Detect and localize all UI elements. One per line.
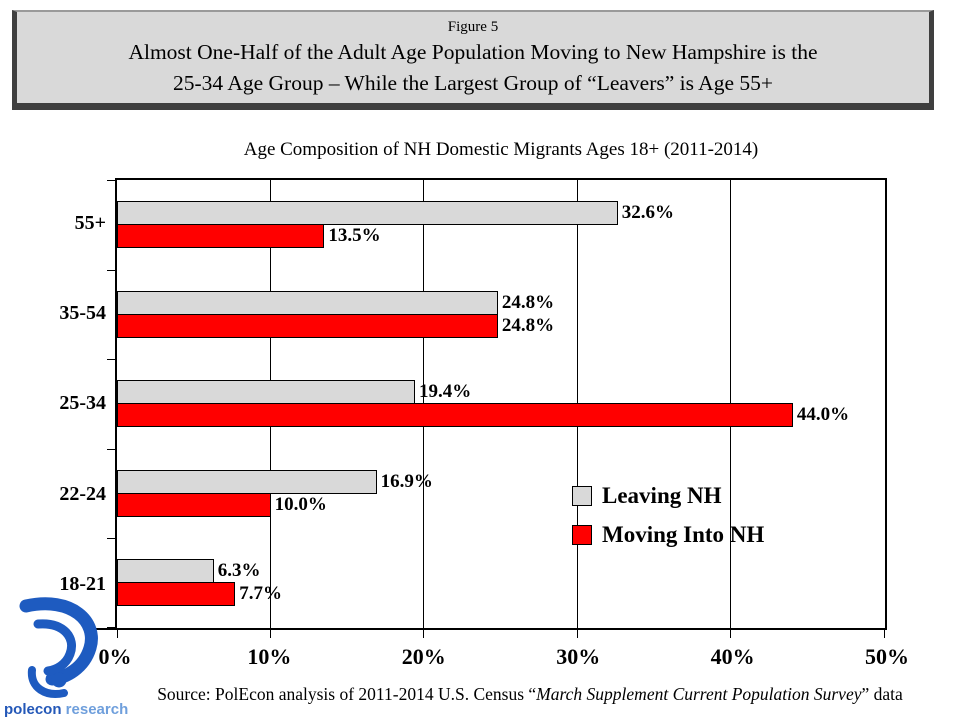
- x-axis-extension: [89, 628, 117, 630]
- y-axis-tick: [107, 269, 115, 271]
- bar-moving-into-nh: 13.5%: [117, 224, 381, 248]
- category-band: 24.8% 24.8%: [117, 270, 885, 360]
- slide-title-line1: Almost One-Half of the Adult Age Populat…: [128, 40, 818, 64]
- y-axis-label: 22-24: [59, 482, 106, 505]
- polecon-swoosh-icon: [19, 597, 98, 698]
- y-axis-tick: [107, 180, 115, 181]
- source-text-italic: March Supplement Current Population Surv…: [536, 684, 862, 704]
- x-axis-tick: [576, 630, 578, 638]
- x-axis-label: 20%: [401, 644, 446, 669]
- legend-swatch-moving-into-nh: [572, 525, 592, 545]
- figure-label: Figure 5: [447, 19, 499, 35]
- x-axis-tick: [423, 630, 425, 638]
- x-axis-tick: [269, 630, 271, 638]
- x-axis-label: 30%: [556, 644, 601, 669]
- bar-pair: 32.6% 13.5%: [117, 180, 885, 248]
- slide-title-line2: 25-34 Age Group – While the Largest Grou…: [172, 70, 774, 95]
- bar-leaving-nh: 19.4%: [117, 380, 471, 405]
- bar-leaving-nh: 32.6%: [117, 201, 674, 225]
- category-band: 16.9% 10.0%: [117, 449, 885, 539]
- title-box: Figure 5 Almost One-Half of the Adult Ag…: [12, 10, 934, 110]
- legend-swatch-leaving-nh: [572, 486, 592, 506]
- legend: Leaving NH Moving Into NH: [572, 483, 764, 561]
- legend-item-moving-into-nh: Moving Into NH: [572, 522, 764, 548]
- bar-pair: 19.4% 44.0%: [117, 359, 885, 428]
- y-axis-tick: [107, 448, 115, 450]
- polecon-logo-text: polecon research: [4, 701, 128, 718]
- x-axis-tick: [730, 630, 732, 638]
- y-axis-label: 25-34: [59, 392, 106, 415]
- bar-moving-into-nh: 7.7%: [117, 582, 282, 607]
- logo-text-research: research: [61, 701, 129, 718]
- category-band: 32.6% 13.5%: [117, 180, 885, 270]
- bar-leaving-nh: 24.8%: [117, 290, 554, 315]
- legend-label-moving-into-nh: Moving Into NH: [602, 522, 765, 547]
- legend-label-leaving-nh: Leaving NH: [602, 483, 722, 508]
- bar-value-label: 13.5%: [328, 225, 381, 246]
- slide-title: Almost One-Half of the Adult Age Populat…: [17, 37, 929, 98]
- x-axis-label: 0%: [98, 644, 132, 669]
- bar-moving-into-nh: 44.0%: [117, 403, 849, 428]
- y-axis-label: 55+: [74, 211, 106, 234]
- bar-leaving-nh: 6.3%: [117, 559, 261, 584]
- plot-area: Leaving NH Moving Into NH 32.6% 13.5% 24.8…: [89, 178, 887, 638]
- category-band: 6.3% 7.7%: [117, 538, 885, 628]
- bar-value-label: 32.6%: [621, 202, 674, 223]
- bar-pair: 6.3% 7.7%: [117, 538, 885, 607]
- bar-pair: 24.8% 24.8%: [117, 270, 885, 338]
- source-text-prefix: Source: PolEcon analysis of 2011-2014 U.…: [157, 684, 537, 704]
- polecon-logo: polecon research: [2, 596, 128, 718]
- x-axis-tick: [117, 630, 118, 638]
- x-axis-tick: [884, 630, 885, 638]
- y-axis-label: 35-54: [59, 302, 106, 325]
- source-text-suffix: ” data: [861, 684, 903, 704]
- y-axis-label: 18-21: [59, 573, 106, 596]
- x-axis-label: 10%: [247, 644, 292, 669]
- category-band: 19.4% 44.0%: [117, 359, 885, 449]
- bar-moving-into-nh: 10.0%: [117, 492, 327, 517]
- bar-moving-into-nh: 24.8%: [117, 313, 554, 338]
- y-axis-tick: [107, 359, 115, 361]
- bar-leaving-nh: 16.9%: [117, 469, 433, 494]
- x-axis-label: 50%: [865, 644, 909, 669]
- bar-value-label: 24.8%: [501, 314, 555, 336]
- bar-value-label: 24.8%: [501, 291, 555, 313]
- footer-source: Source: PolEcon analysis of 2011-2014 U.…: [105, 684, 955, 705]
- bar-pair: 16.9% 10.0%: [117, 449, 885, 517]
- y-axis-tick: [107, 538, 115, 540]
- y-axis-tick: [107, 627, 115, 628]
- bar-value-label: 7.7%: [239, 583, 283, 605]
- chart-title: Age Composition of NH Domestic Migrants …: [243, 139, 759, 160]
- y-axis-labels: 55+ 35-54 25-34 22-24 18-21: [0, 178, 112, 630]
- bar-value-label: 16.9%: [380, 470, 433, 492]
- bar-value-label: 10.0%: [274, 493, 327, 515]
- x-axis-label: 40%: [710, 644, 755, 669]
- legend-item-leaving-nh: Leaving NH: [572, 483, 764, 509]
- bar-value-label: 44.0%: [796, 404, 850, 426]
- bar-value-label: 19.4%: [418, 381, 472, 403]
- x-axis-labels: 0% 10% 20% 30% 40% 50%: [99, 644, 910, 674]
- logo-text-polecon: polecon: [4, 701, 62, 718]
- bar-value-label: 6.3%: [217, 560, 261, 582]
